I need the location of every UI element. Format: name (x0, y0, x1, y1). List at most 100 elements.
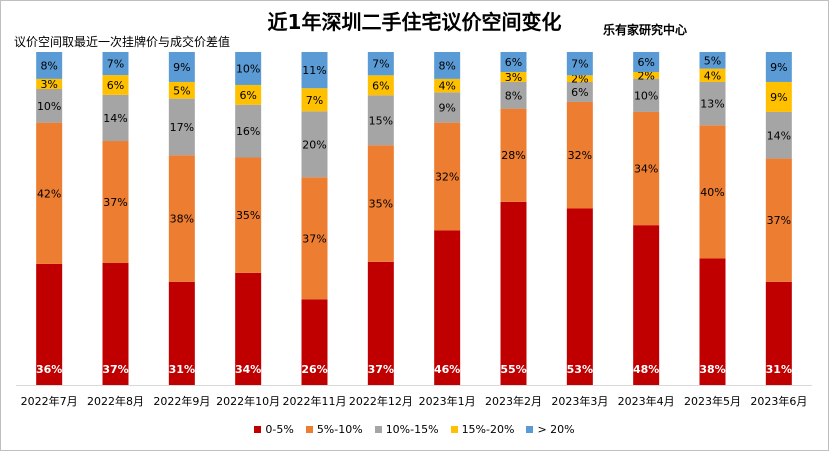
data-label: 35% (236, 209, 260, 222)
legend-swatch (526, 426, 534, 433)
bar-segment (765, 81, 792, 112)
bar-segment (235, 157, 262, 273)
legend-label: > 20% (537, 423, 575, 436)
data-label: 9% (770, 61, 787, 74)
data-label: 3% (40, 78, 57, 91)
bar-segment (367, 52, 394, 76)
data-label: 3% (505, 71, 522, 84)
x-tick-label: 2022年8月 (87, 394, 144, 408)
data-label: 37% (767, 214, 791, 227)
data-label: 10% (634, 89, 658, 102)
legend-label: 0-5% (265, 423, 294, 436)
data-label: 37% (102, 363, 128, 376)
data-label: 6% (505, 56, 522, 69)
bar-segment (500, 52, 527, 72)
legend-swatch (305, 426, 313, 433)
bar-segment (36, 122, 63, 264)
x-tick-label: 2023年3月 (551, 394, 608, 408)
bar-segment (102, 52, 129, 76)
bar-segment (168, 281, 195, 385)
data-label: 38% (170, 213, 194, 226)
bar-segment (434, 122, 461, 231)
bar-segment (36, 263, 63, 385)
bar-segment (434, 78, 461, 93)
data-label: 40% (700, 186, 724, 199)
bar-segment (235, 84, 262, 105)
data-label: 4% (438, 80, 455, 93)
bar-segment (699, 258, 726, 385)
data-label: 32% (435, 170, 459, 183)
bar-segment (301, 299, 328, 385)
data-label: 9% (173, 61, 190, 74)
bar-segment (633, 78, 660, 112)
x-tick-label: 2023年6月 (750, 394, 807, 408)
data-label: 42% (37, 187, 61, 200)
data-label: 6% (107, 79, 124, 92)
legend-swatch (374, 426, 382, 433)
bar-segment (633, 225, 660, 385)
data-label: 4% (704, 69, 721, 82)
data-label: 8% (438, 59, 455, 72)
bar-segment (765, 158, 792, 282)
x-tick-label: 2022年12月 (349, 394, 413, 408)
bar-segment (434, 52, 461, 79)
bar-segment (301, 111, 328, 178)
data-label: 10% (37, 100, 61, 113)
bar-segment (765, 281, 792, 385)
data-label: 5% (704, 54, 721, 67)
data-label: 36% (36, 363, 62, 376)
data-label: 28% (501, 149, 525, 162)
bar-segment (500, 81, 527, 109)
bar-segment (168, 98, 195, 156)
data-label: 7% (571, 58, 588, 71)
data-label: 6% (571, 86, 588, 99)
data-label: 15% (369, 114, 393, 127)
x-tick-label: 2023年5月 (684, 394, 741, 408)
bar-segment (500, 108, 527, 202)
bar-segment (500, 201, 527, 385)
bar-segment (301, 52, 328, 89)
data-label: 9% (438, 102, 455, 115)
bar-segment (168, 155, 195, 282)
data-label: 46% (434, 363, 460, 376)
data-label: 5% (173, 84, 190, 97)
legend-item: 15%-20% (450, 423, 514, 436)
data-label: 7% (372, 58, 389, 71)
chart-source: 乐有家研究中心 (603, 23, 688, 37)
bar-segment (235, 52, 262, 85)
bar-segment (36, 52, 63, 79)
data-label: 7% (107, 58, 124, 71)
data-label: 32% (568, 149, 592, 162)
bar-segment (633, 52, 660, 72)
chart-title: 近1年深圳二手住宅议价空间变化 (267, 10, 562, 34)
bar-segment (765, 52, 792, 82)
bar-segment (434, 230, 461, 385)
bar-segment (566, 208, 593, 385)
legend-label: 5%-10% (316, 423, 363, 436)
x-tick-label: 2022年11月 (283, 394, 347, 408)
bar-segment (633, 111, 660, 226)
data-label: 10% (236, 62, 260, 75)
data-label: 13% (700, 98, 724, 111)
bar-segment (699, 81, 726, 126)
bar-segment (102, 75, 129, 95)
data-label: 37% (368, 363, 394, 376)
bar-segment (301, 177, 328, 300)
legend-item: 5%-10% (305, 423, 363, 436)
bar-segment (367, 95, 394, 146)
data-label: 8% (40, 59, 57, 72)
data-label: 6% (637, 56, 654, 69)
data-label: 55% (500, 363, 526, 376)
data-label: 20% (302, 138, 326, 151)
data-label: 31% (766, 363, 792, 376)
bar-segment (168, 81, 195, 99)
data-label: 35% (369, 198, 393, 211)
bar-segment (367, 75, 394, 96)
legend-swatch (450, 426, 458, 433)
bar-segment (699, 68, 726, 82)
chart-subtitle: 议价空间取最近一次挂牌价与成交价差值 (14, 35, 231, 49)
bar-segment (699, 125, 726, 259)
bar-segment (566, 81, 593, 102)
x-tick-label: 2022年9月 (153, 394, 210, 408)
